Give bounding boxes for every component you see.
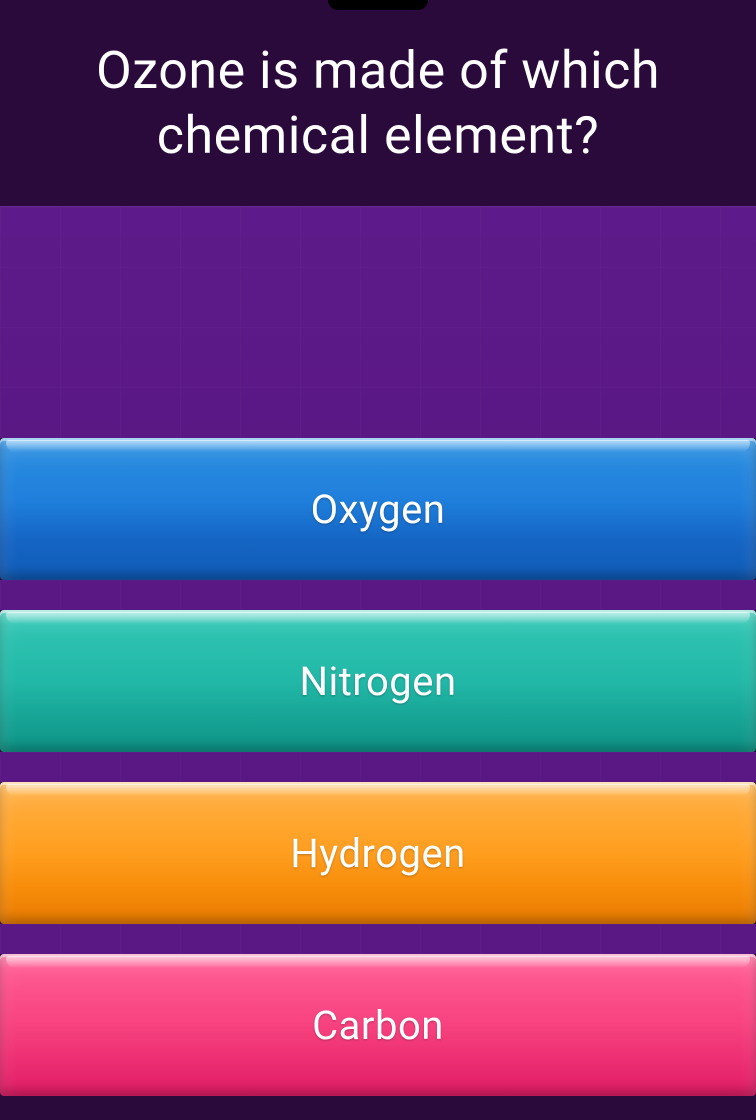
answer-option-3[interactable]: Hydrogen [0, 782, 756, 924]
answer-label: Hydrogen [290, 830, 466, 877]
question-text: Ozone is made of which chemical element? [20, 38, 736, 168]
answer-label: Oxygen [311, 486, 446, 533]
answer-option-1[interactable]: Oxygen [0, 438, 756, 580]
answer-option-4[interactable]: Carbon [0, 954, 756, 1096]
device-notch [328, 0, 428, 10]
answer-label: Nitrogen [299, 658, 456, 705]
answer-gap [0, 924, 756, 954]
answer-gap [0, 580, 756, 610]
answer-gap [0, 752, 756, 782]
question-area: Ozone is made of which chemical element? [0, 0, 756, 206]
content-spacer [0, 206, 756, 438]
answer-label: Carbon [312, 1002, 444, 1049]
answer-option-2[interactable]: Nitrogen [0, 610, 756, 752]
answers-container: Oxygen Nitrogen Hydrogen Carbon [0, 438, 756, 1096]
